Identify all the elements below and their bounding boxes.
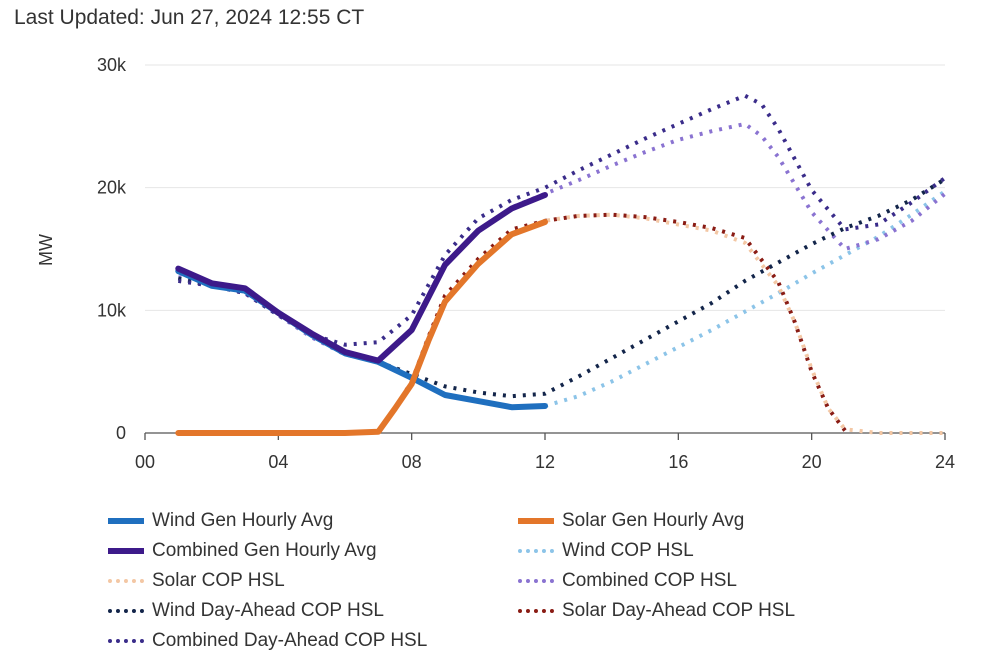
y-tick-label: 20k	[97, 178, 127, 198]
legend-label: Wind COP HSL	[562, 540, 694, 561]
legend-swatch	[108, 579, 144, 583]
series-lines	[175, 93, 947, 436]
y-axis-label: MW	[36, 234, 56, 266]
series-line-solar-gen-hourly-avg	[175, 219, 548, 436]
legend: Wind Gen Hourly Avg Solar Gen Hourly Avg C…	[108, 506, 968, 656]
legend-swatch	[518, 579, 554, 583]
legend-label: Combined Gen Hourly Avg	[152, 540, 377, 561]
legend-row: Combined Gen Hourly Avg Wind COP HSL	[108, 536, 968, 566]
x-tick-label: 08	[402, 452, 422, 472]
legend-label: Combined COP HSL	[562, 570, 737, 591]
legend-row: Combined Day-Ahead COP HSL	[108, 626, 968, 656]
series-line-combined-cop-hsl	[177, 121, 947, 364]
legend-swatch	[108, 639, 144, 643]
x-tick-label: 00	[135, 452, 155, 472]
series-line-solar-day-ahead-cop-hsl	[376, 212, 847, 433]
x-tick-label: 24	[935, 452, 955, 472]
y-tick-label: 10k	[97, 300, 127, 320]
legend-row: Wind Day-Ahead COP HSL Solar Day-Ahead CO…	[108, 596, 968, 626]
legend-item[interactable]: Wind Gen Hourly Avg	[108, 510, 518, 532]
series-line-combined-gen-hourly-avg	[175, 192, 548, 364]
x-tick-label: 12	[535, 452, 555, 472]
legend-item[interactable]: Solar COP HSL	[108, 570, 518, 592]
legend-item[interactable]: Wind COP HSL	[518, 540, 928, 562]
legend-row: Wind Gen Hourly Avg Solar Gen Hourly Avg	[108, 506, 968, 536]
legend-swatch	[518, 609, 554, 613]
legend-item[interactable]: Solar Day-Ahead COP HSL	[518, 600, 928, 622]
y-tick-label: 30k	[97, 55, 127, 75]
legend-row: Solar COP HSL Combined COP HSL	[108, 566, 968, 596]
legend-item[interactable]: Combined Gen Hourly Avg	[108, 540, 518, 562]
legend-item[interactable]: Combined Day-Ahead COP HSL	[108, 630, 518, 652]
series-line-wind-gen-hourly-avg	[175, 268, 548, 411]
y-tick-label: 0	[116, 423, 126, 443]
legend-label: Wind Day-Ahead COP HSL	[152, 600, 384, 621]
x-tick-label: 16	[668, 452, 688, 472]
legend-swatch	[518, 518, 554, 524]
series-line-combined-day-ahead-cop-hsl	[178, 93, 947, 347]
legend-swatch	[108, 609, 144, 613]
chart: 0 10k 20k 30k 00 04 08 12 16 20 24 MW	[36, 55, 955, 472]
legend-item[interactable]: Solar Gen Hourly Avg	[518, 510, 928, 532]
x-tick-label: 04	[268, 452, 288, 472]
legend-item[interactable]: Wind Day-Ahead COP HSL	[108, 600, 518, 622]
series-line-wind-day-ahead-cop-hsl	[177, 177, 947, 399]
legend-swatch	[518, 549, 554, 553]
legend-item[interactable]: Combined COP HSL	[518, 570, 928, 592]
grid-lines	[145, 64, 945, 311]
legend-label: Solar Day-Ahead COP HSL	[562, 600, 796, 621]
last-updated-text: Last Updated: Jun 27, 2024 12:55 CT	[14, 6, 365, 29]
legend-label: Wind Gen Hourly Avg	[152, 510, 334, 531]
x-tick-label: 20	[802, 452, 822, 472]
legend-label: Combined Day-Ahead COP HSL	[152, 630, 428, 651]
legend-swatch	[108, 548, 144, 554]
legend-label: Solar Gen Hourly Avg	[562, 510, 745, 531]
legend-label: Solar COP HSL	[152, 570, 285, 591]
legend-swatch	[108, 518, 144, 524]
series-line-wind-cop-hsl	[544, 189, 947, 408]
